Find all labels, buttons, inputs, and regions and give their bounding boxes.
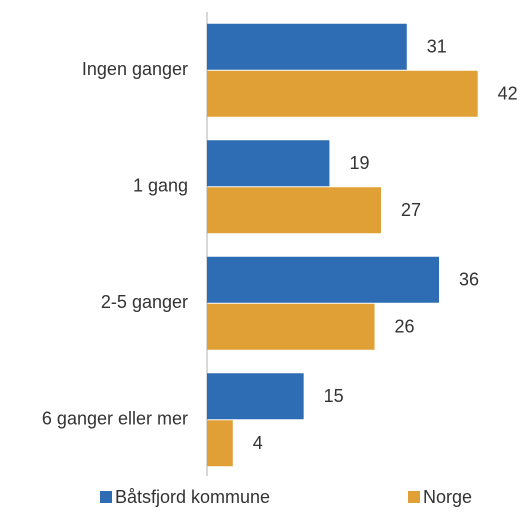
bar — [207, 23, 407, 70]
value-label: 27 — [401, 200, 421, 220]
bar — [207, 187, 381, 234]
y-tick-label: Ingen ganger — [82, 59, 188, 79]
bar — [207, 256, 439, 303]
value-label: 15 — [324, 386, 344, 406]
bar — [207, 420, 233, 467]
bar — [207, 140, 330, 187]
bar — [207, 303, 375, 350]
value-label: 36 — [459, 270, 479, 290]
legend-swatch — [100, 491, 112, 503]
y-tick-label: 6 ganger eller mer — [42, 409, 188, 429]
legend-label: Båtsfjord kommune — [115, 487, 270, 507]
bar — [207, 373, 304, 420]
legend-swatch — [408, 491, 420, 503]
y-tick-label: 1 gang — [133, 176, 188, 196]
value-label: 42 — [498, 84, 518, 104]
value-label: 4 — [253, 433, 263, 453]
bar — [207, 70, 478, 117]
value-label: 26 — [395, 317, 415, 337]
value-label: 31 — [427, 37, 447, 57]
y-tick-label: 2-5 ganger — [101, 292, 188, 312]
value-label: 19 — [349, 153, 369, 173]
legend-label: Norge — [423, 487, 472, 507]
